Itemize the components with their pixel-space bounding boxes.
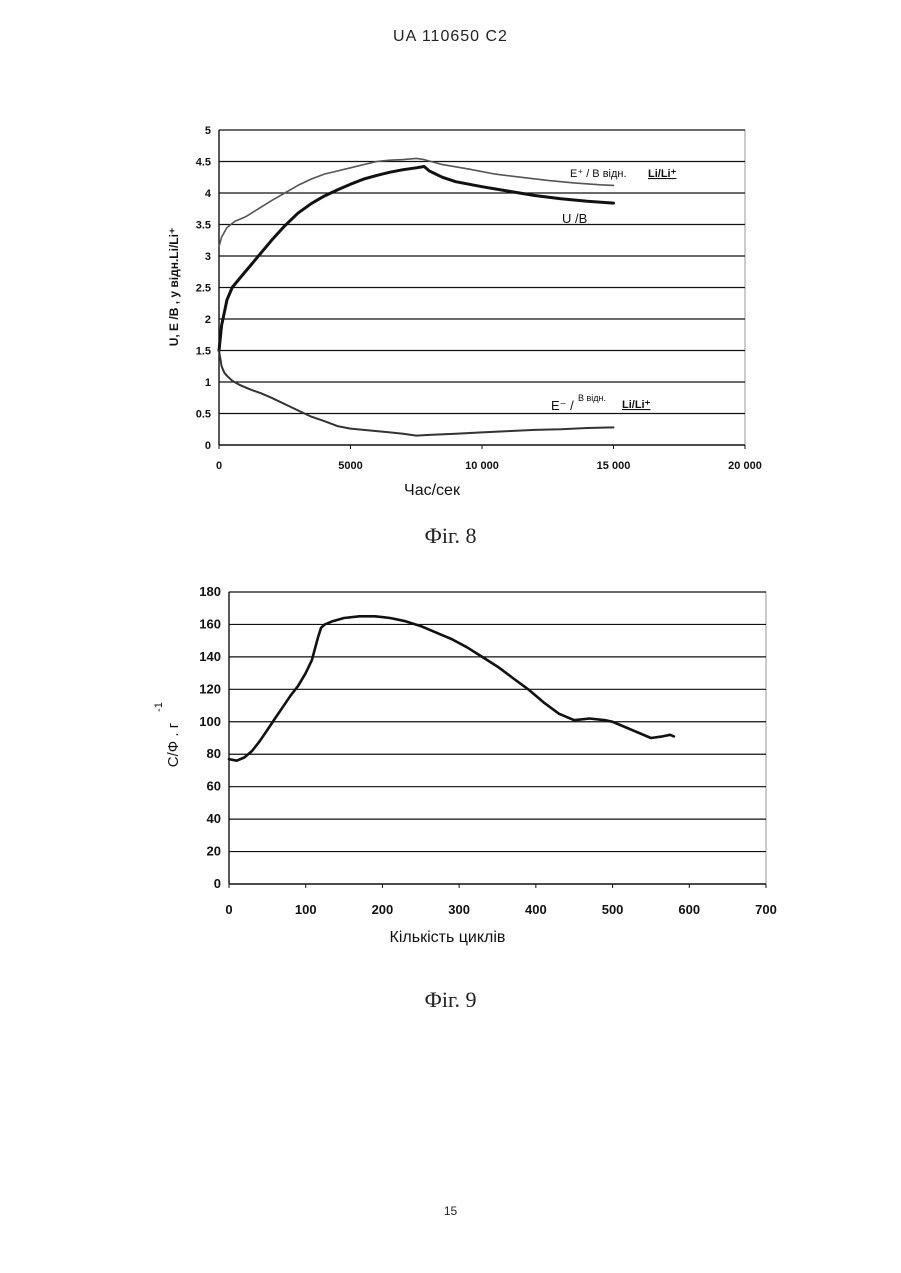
series-line-0 — [229, 616, 674, 760]
y-tick-label: 0 — [214, 876, 221, 891]
y-tick-label: 20 — [207, 844, 221, 859]
x-tick-label: 600 — [678, 902, 700, 917]
y-tick-label: 100 — [199, 714, 221, 729]
page-number: 15 — [0, 1204, 901, 1218]
x-tick-label: 400 — [525, 902, 547, 917]
y-tick-label: 160 — [199, 616, 221, 631]
y-tick-label: 140 — [199, 649, 221, 664]
y-axis-label: C/Ф . г — [165, 722, 182, 767]
y-tick-label: 80 — [207, 746, 221, 761]
figure-caption-9: Фіг. 9 — [0, 987, 901, 1013]
y-axis-label-sup: -1 — [153, 702, 165, 712]
y-tick-label: 60 — [207, 779, 221, 794]
y-tick-label: 180 — [199, 584, 221, 599]
y-tick-label: 40 — [207, 811, 221, 826]
x-tick-label: 0 — [225, 902, 232, 917]
figure-caption-8: Фіг. 8 — [0, 523, 901, 549]
x-tick-label: 200 — [372, 902, 394, 917]
y-tick-label: 120 — [199, 681, 221, 696]
x-axis-label: Кількість циклів — [390, 929, 506, 946]
plot-frame — [229, 592, 766, 884]
x-tick-label: 500 — [602, 902, 624, 917]
x-tick-label: 700 — [755, 902, 777, 917]
x-tick-label: 300 — [448, 902, 470, 917]
x-tick-label: 100 — [295, 902, 317, 917]
